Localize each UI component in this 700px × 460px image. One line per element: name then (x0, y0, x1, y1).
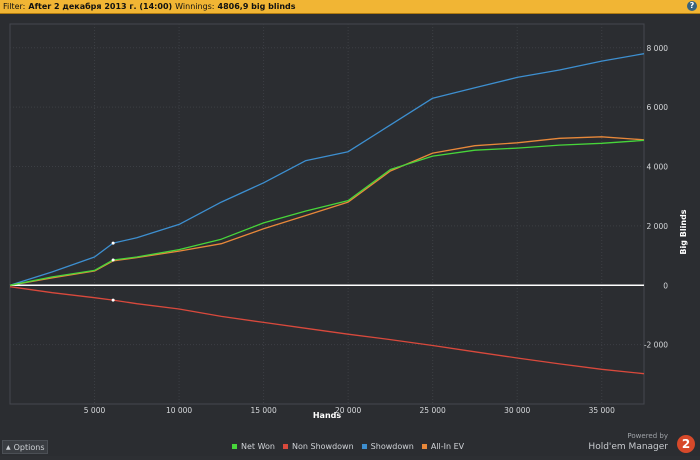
legend-swatch (232, 443, 237, 449)
data-point-marker (111, 258, 115, 262)
plot-area (9, 23, 645, 405)
filter-label: Filter: (3, 2, 26, 11)
options-button[interactable]: ▲ Options (2, 440, 48, 454)
x-tick-label: 20 000 (335, 406, 361, 415)
legend-item-net-won[interactable]: Net Won (232, 442, 275, 451)
y-tick-label: 2 000 (647, 222, 669, 231)
x-tick-label: 10 000 (166, 406, 192, 415)
legend-item-all-in-ev[interactable]: All-In EV (421, 441, 465, 451)
x-tick-label: 5 000 (84, 406, 106, 415)
legend-label: Net Won (241, 441, 275, 451)
series-lines (9, 53, 645, 375)
x-axis-label: Hands (313, 411, 342, 420)
y-tick-label: 6 000 (647, 103, 669, 112)
brand-name: Hold'em Manager (588, 442, 668, 452)
series-line-net-won (9, 139, 645, 286)
y-tick-label: 0 (663, 281, 668, 290)
data-point-marker (111, 298, 115, 302)
x-tick-label: 25 000 (420, 406, 446, 415)
legend-label: Non Showdown (292, 441, 354, 451)
series-line-showdown (9, 53, 645, 286)
chart-panel: 5 000 10 000 15 000 20 000 25 000 30 000 35 00… (0, 14, 700, 456)
winnings-label: Winnings: (175, 2, 215, 11)
filter-value[interactable]: After 2 декабря 2013 г. (14:00) (28, 2, 173, 11)
legend-swatch (421, 443, 427, 449)
series-line-non-showdown (9, 286, 645, 375)
y-axis-label: Big Blinds (679, 209, 688, 254)
grid-lines (10, 24, 644, 404)
help-icon[interactable]: ? (687, 1, 697, 11)
x-axis-ticks: 5 000 10 000 15 000 20 000 25 000 30 000 35 00… (84, 406, 615, 415)
legend-item-showdown[interactable]: Showdown (361, 441, 414, 451)
y-tick-label: 4 000 (647, 163, 669, 172)
data-point-marker (111, 241, 115, 245)
y-tick-label: -2 000 (644, 341, 668, 350)
hm2-logo-icon: 2 (677, 435, 695, 453)
x-tick-label: 30 000 (504, 406, 530, 415)
brand-logo: Powered by Hold'em Manager 2 (585, 432, 695, 454)
powered-by-text: Powered by (627, 432, 668, 440)
y-tick-label: 8 000 (647, 44, 669, 53)
y-axis-ticks: 8 000 6 000 4 000 2 000 0 -2 000 (644, 44, 668, 350)
legend-swatch (361, 443, 367, 449)
options-label: Options (13, 442, 45, 452)
legend-label: Showdown (370, 441, 414, 451)
winnings-value: 4806,9 big blinds (217, 2, 296, 11)
marker-layer (111, 241, 115, 302)
legend-swatch (283, 443, 288, 449)
chevron-up-icon: ▲ (6, 443, 11, 451)
legend-label: All-In EV (430, 441, 465, 451)
legend-item-non-showdown[interactable]: Non Showdown (283, 442, 354, 451)
x-tick-label: 15 000 (250, 406, 276, 415)
filter-bar: Filter: After 2 декабря 2013 г. (14:00) … (0, 0, 700, 14)
series-line-all-in-ev (9, 136, 645, 286)
winnings-chart: 5 000 10 000 15 000 20 000 25 000 30 000 35 00… (9, 23, 688, 420)
chart-legend: Net Won Non Showdown Showdown All-In EV (232, 440, 472, 452)
x-tick-label: 35 000 (589, 406, 615, 415)
